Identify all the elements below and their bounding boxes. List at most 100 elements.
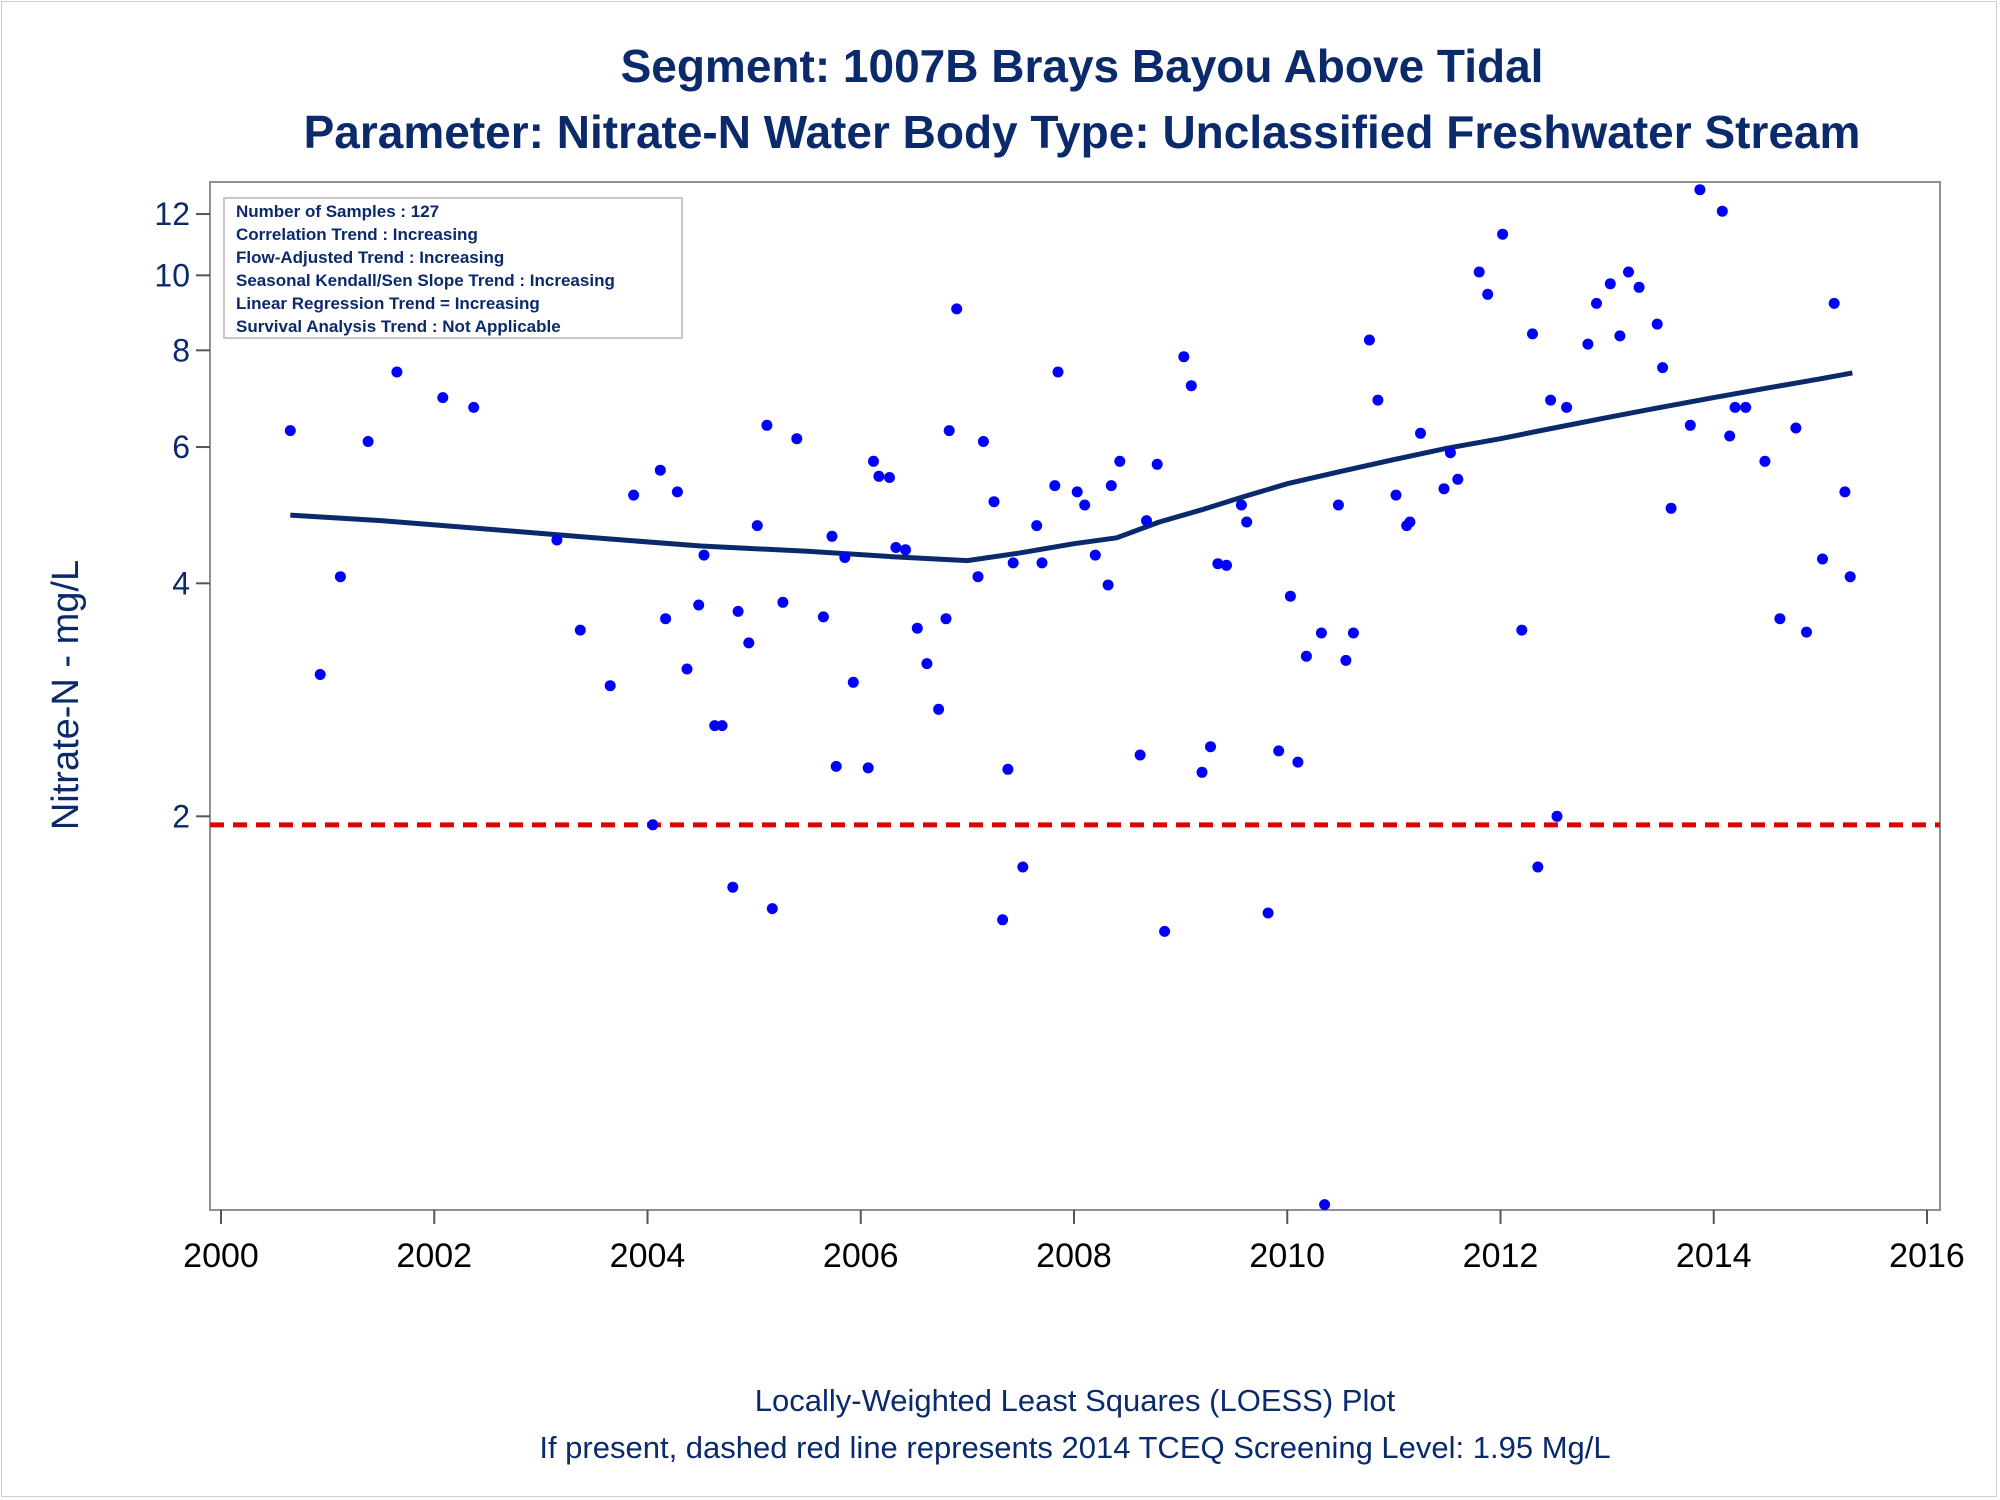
x-tick-label: 2006 [823,1237,899,1275]
data-point [1657,362,1669,374]
y-tick-label: 2 [172,798,190,834]
data-point [574,624,586,636]
chart-title: Segment: 1007B Brays Bayou Above Tidal [621,40,1544,92]
data-point [647,819,659,831]
data-point [1052,366,1064,378]
data-point [1114,455,1126,467]
data-point [660,613,672,625]
x-tick-label: 2016 [1889,1237,1965,1275]
data-point [890,542,902,553]
data-point [1759,455,1771,467]
data-point [1633,281,1645,293]
footnote-loess: Locally-Weighted Least Squares (LOESS) P… [755,1383,1396,1418]
data-point [604,680,616,692]
data-point [654,464,666,476]
data-point [817,611,829,623]
data-point [1390,489,1402,501]
data-point [1363,334,1375,346]
data-point [1262,907,1274,919]
data-point [314,669,326,680]
data-point [1002,763,1014,775]
data-point [1716,205,1728,217]
data-point [751,520,763,532]
data-point [1031,520,1043,532]
data-point [732,605,744,617]
data-point [1178,351,1190,363]
data-point [628,489,640,501]
x-tick-label: 2014 [1676,1237,1752,1275]
data-point [334,571,346,583]
data-point [1497,228,1509,240]
data-point [1036,557,1048,569]
data-point [1694,184,1706,196]
data-point [1774,613,1786,625]
stats-line-correlation: Correlation Trend : Increasing [236,225,478,244]
data-point [791,433,803,445]
data-point [1684,419,1696,431]
data-point [1532,861,1544,873]
data-point [1292,756,1304,768]
data-point [868,455,879,467]
stats-line-flow-adjusted: Flow-Adjusted Trend : Increasing [236,248,504,267]
data-point [977,436,989,447]
data-point [933,703,945,715]
data-point [862,762,874,774]
data-point [468,401,480,413]
data-point [1284,590,1296,602]
points-layer [284,184,1856,1211]
data-point [1444,447,1456,459]
data-point [1141,515,1152,527]
data-point [1415,427,1426,439]
data-point [1665,502,1677,514]
x-tick-label: 2008 [1036,1237,1112,1275]
stats-line-samples: Number of Samples : 127 [236,202,439,221]
data-point [997,914,1009,926]
data-point [693,599,705,611]
data-point [847,676,859,688]
data-point [1614,330,1626,342]
data-point [1273,745,1285,757]
data-point [1828,297,1840,309]
data-point [777,596,789,608]
data-point [1017,861,1029,873]
data-point [698,549,710,561]
stats-line-linear-regression: Linear Regression Trend = Increasing [236,294,540,313]
data-point [1790,422,1802,434]
data-point [1801,626,1812,638]
data-point [1235,499,1247,511]
data-point [1551,810,1563,822]
data-point [362,436,374,447]
data-point [1049,480,1061,492]
data-point [951,303,963,315]
data-point [972,571,984,583]
data-point [943,425,955,437]
data-point [766,903,778,915]
loess-line [290,370,1853,564]
data-point [1516,624,1528,636]
data-point [1623,266,1634,278]
y-tick-label: 12 [154,196,190,232]
data-point [1372,394,1384,406]
data-point [1221,559,1232,571]
data-point [921,658,933,670]
y-tick-label: 10 [154,257,190,293]
data-point [900,544,911,556]
data-point [671,486,683,498]
data-point [1729,401,1741,413]
loess-layer [290,370,1853,564]
data-point [716,720,728,732]
data-point [911,622,923,634]
x-tick-label: 2000 [183,1237,259,1275]
stats-box: Number of Samples : 127 Correlation Tren… [223,197,683,339]
data-point [1582,338,1594,350]
data-point [1079,499,1091,511]
data-point [1205,741,1216,753]
data-point [1102,579,1114,591]
stats-box-frame [223,197,683,339]
x-tick-label: 2004 [610,1237,686,1275]
data-point [437,392,449,404]
data-point [1315,627,1327,639]
data-point [884,472,895,483]
data-point [1844,571,1856,583]
